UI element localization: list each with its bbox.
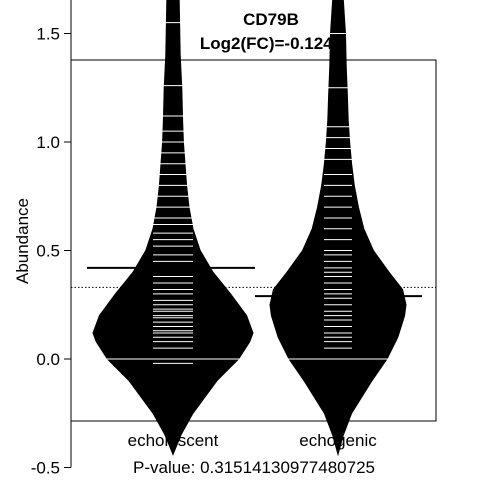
y-axis: -0.50.00.51.01.52.02.5 <box>31 0 72 478</box>
x-tick-label-echoluscent: echoluscent <box>128 431 219 450</box>
bean-echoluscent <box>92 0 254 456</box>
x-tick-label-echogenic: echogenic <box>299 431 377 450</box>
y-tick-label: 1.0 <box>36 133 60 152</box>
beans-layer <box>71 0 436 457</box>
y-axis-label: Abundance <box>13 198 32 284</box>
p-value-label: P-value: 0.31514130977480725 <box>133 458 375 477</box>
chart-title: CD79B <box>243 10 299 29</box>
chart-subtitle: Log2(FC)=-0.1248 <box>200 34 342 53</box>
bean-echogenic <box>269 0 407 457</box>
y-tick-label: 0.5 <box>36 242 60 261</box>
y-tick-label: 1.5 <box>36 25 60 44</box>
y-tick-label: 0.0 <box>36 350 60 369</box>
x-axis: echoluscent echogenic <box>128 420 377 450</box>
y-tick-label: -0.5 <box>31 459 60 478</box>
